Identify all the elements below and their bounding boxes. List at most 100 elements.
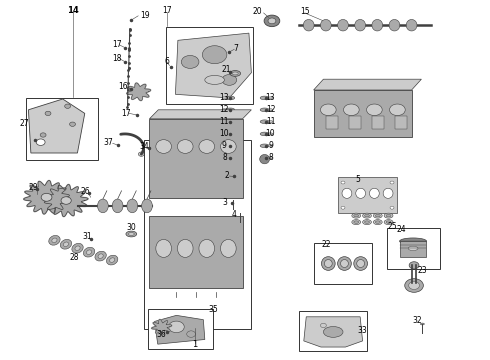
Ellipse shape: [268, 18, 276, 24]
Ellipse shape: [260, 144, 269, 148]
Polygon shape: [314, 79, 421, 90]
Ellipse shape: [181, 55, 199, 68]
Ellipse shape: [375, 214, 380, 217]
Ellipse shape: [355, 19, 366, 31]
Ellipse shape: [177, 239, 193, 257]
Text: 30: 30: [126, 223, 136, 233]
Ellipse shape: [373, 213, 382, 218]
Ellipse shape: [142, 199, 152, 213]
Ellipse shape: [138, 152, 144, 156]
Ellipse shape: [75, 246, 80, 251]
Text: 35: 35: [208, 305, 218, 314]
Polygon shape: [154, 315, 205, 344]
Bar: [314, 243, 372, 284]
Ellipse shape: [343, 104, 359, 116]
Ellipse shape: [268, 157, 273, 159]
Ellipse shape: [226, 96, 235, 100]
Text: 8: 8: [222, 153, 227, 162]
Ellipse shape: [61, 197, 71, 204]
Ellipse shape: [369, 188, 379, 198]
Ellipse shape: [226, 108, 235, 112]
Ellipse shape: [390, 181, 394, 184]
Text: 32: 32: [413, 316, 422, 325]
Ellipse shape: [225, 154, 235, 164]
Ellipse shape: [365, 214, 369, 217]
Ellipse shape: [409, 282, 419, 289]
Bar: [149, 216, 243, 288]
Ellipse shape: [83, 247, 95, 257]
Polygon shape: [28, 99, 85, 153]
Ellipse shape: [264, 15, 280, 27]
Ellipse shape: [260, 156, 269, 159]
Ellipse shape: [220, 239, 236, 257]
Ellipse shape: [373, 220, 382, 225]
Polygon shape: [149, 110, 251, 119]
Text: 18: 18: [112, 54, 122, 63]
Polygon shape: [151, 319, 172, 334]
Text: 19: 19: [140, 12, 150, 21]
Ellipse shape: [127, 199, 138, 213]
Bar: [26, 98, 98, 160]
Ellipse shape: [342, 188, 352, 198]
Text: 21: 21: [221, 65, 231, 74]
Text: 11: 11: [266, 117, 275, 126]
Ellipse shape: [321, 257, 335, 270]
Ellipse shape: [303, 19, 314, 31]
Ellipse shape: [323, 327, 343, 337]
Text: 12: 12: [266, 105, 275, 114]
Text: 29: 29: [28, 183, 38, 192]
Ellipse shape: [199, 239, 215, 257]
Text: 34: 34: [140, 143, 149, 152]
Bar: [372, 116, 384, 129]
Ellipse shape: [49, 235, 60, 245]
Text: 24: 24: [397, 225, 407, 234]
Text: 28: 28: [70, 253, 79, 262]
Ellipse shape: [384, 220, 393, 225]
Ellipse shape: [357, 260, 365, 267]
Ellipse shape: [389, 19, 400, 31]
Ellipse shape: [363, 220, 371, 225]
Ellipse shape: [106, 255, 118, 265]
Ellipse shape: [386, 221, 391, 223]
Ellipse shape: [268, 145, 273, 147]
Ellipse shape: [268, 121, 273, 123]
Text: 31: 31: [82, 233, 92, 241]
Ellipse shape: [390, 206, 394, 209]
Ellipse shape: [177, 140, 193, 153]
Bar: [349, 116, 361, 129]
Text: 10: 10: [220, 129, 229, 138]
Ellipse shape: [95, 251, 106, 261]
Ellipse shape: [400, 238, 426, 244]
Text: 10: 10: [266, 129, 275, 138]
Text: 3: 3: [222, 198, 227, 207]
Ellipse shape: [169, 321, 184, 333]
Ellipse shape: [372, 19, 383, 31]
Bar: [299, 311, 367, 351]
Polygon shape: [126, 83, 151, 101]
Ellipse shape: [405, 279, 423, 292]
Ellipse shape: [354, 257, 368, 270]
Ellipse shape: [390, 104, 405, 116]
Text: 36: 36: [157, 330, 167, 338]
Ellipse shape: [341, 206, 345, 209]
Ellipse shape: [222, 157, 227, 159]
Text: 13: 13: [266, 94, 275, 102]
Ellipse shape: [110, 258, 115, 262]
Ellipse shape: [338, 257, 351, 270]
Bar: [166, 27, 253, 104]
Text: 1: 1: [193, 341, 197, 349]
Ellipse shape: [386, 214, 391, 217]
Ellipse shape: [230, 71, 241, 76]
Ellipse shape: [98, 199, 108, 213]
Bar: [314, 90, 412, 137]
Ellipse shape: [363, 213, 371, 218]
Ellipse shape: [226, 144, 235, 148]
Text: 27: 27: [20, 118, 29, 127]
Text: 9: 9: [268, 141, 273, 150]
Text: 9: 9: [222, 141, 227, 150]
Polygon shape: [304, 317, 363, 347]
Text: 22: 22: [321, 240, 331, 249]
Text: 13: 13: [220, 94, 229, 102]
Ellipse shape: [408, 246, 418, 251]
Ellipse shape: [112, 199, 123, 213]
